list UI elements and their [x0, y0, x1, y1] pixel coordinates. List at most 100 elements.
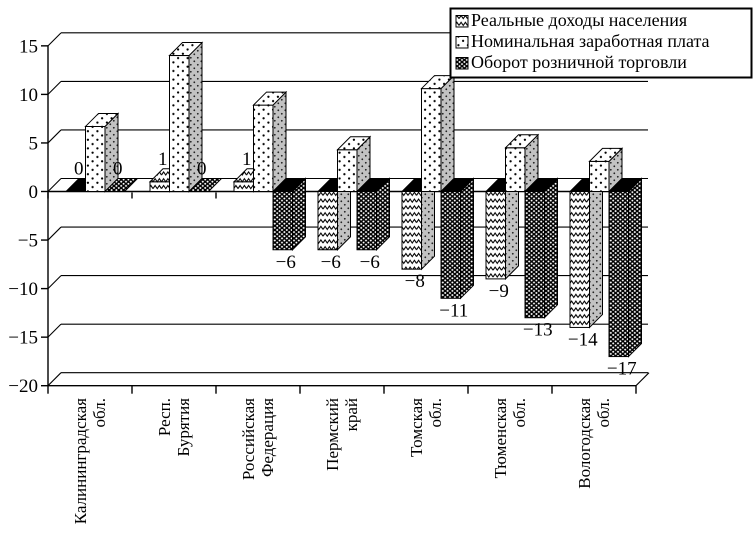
category-label-line: Калининградская — [71, 398, 90, 524]
legend-item: Номинальная заработная плата — [455, 31, 710, 51]
category-label-line: Томская — [407, 398, 426, 457]
gridline-depth-connector — [47, 226, 62, 241]
category-label: Тюменская обл. — [491, 398, 529, 479]
category-label: Респ. Бурятия — [155, 398, 193, 457]
bar-zero-cap — [523, 178, 559, 192]
bar-top — [84, 112, 120, 127]
ytick-label: 5 — [29, 133, 39, 154]
bar-zero-cap — [607, 178, 643, 192]
bar-front — [233, 181, 254, 192]
legend-swatch-wave-icon — [455, 15, 469, 28]
category-label-line: Вологодская — [575, 398, 594, 489]
bar-zero-cap — [187, 178, 223, 192]
ytick-label: 15 — [19, 36, 38, 57]
bar-front — [440, 191, 461, 299]
legend-swatch-dots-icon — [455, 36, 469, 49]
ytick-label: −20 — [8, 376, 38, 397]
gridline-depth-connector — [47, 372, 62, 387]
category-label: Российская Федерация — [239, 398, 277, 480]
bar-side — [589, 177, 603, 329]
bar-value-label: −17 — [607, 359, 637, 380]
bar-front — [272, 191, 293, 251]
category-label-line: обл. — [510, 398, 529, 427]
bar-value-label: −9 — [489, 281, 509, 302]
bar-value-label: 1 — [158, 149, 168, 170]
bar-side — [460, 177, 474, 300]
labels-layer: 0 0 1 0 1 −6 −6 −6 −8 −11 −9 −13 −14 −17 Калининградск… — [71, 149, 637, 524]
bar-top — [252, 91, 288, 106]
bar-zero-cap — [439, 178, 475, 192]
bar-value-label: −6 — [276, 252, 296, 273]
bar-side — [421, 177, 435, 271]
bar-front — [169, 55, 190, 193]
category-label: Калининградская обл. — [71, 398, 109, 524]
bar-value-label: −13 — [523, 320, 553, 341]
bar-zero-cap — [103, 178, 139, 192]
ytick-label: 10 — [19, 85, 38, 106]
bar-front — [317, 191, 338, 251]
gridline-depth-connector — [47, 275, 62, 289]
category-label: Вологодская обл. — [575, 398, 613, 489]
category-label-line: Пермский — [323, 398, 342, 471]
ytick-label: 0 — [29, 182, 39, 203]
category-label-line: Бурятия — [174, 398, 193, 457]
bars-layer — [64, 41, 643, 358]
category-label-line: обл. — [426, 398, 445, 427]
bar-front — [253, 104, 274, 192]
bar-front — [524, 191, 545, 319]
category-label-line: Респ. — [155, 398, 174, 436]
bar-value-label: 0 — [74, 159, 84, 180]
legend-box — [449, 7, 753, 79]
bar-value-label: 1 — [242, 149, 252, 170]
category-label-line: обл. — [90, 398, 109, 427]
ytick-label: −10 — [8, 279, 38, 300]
gridline-depth-connector — [47, 323, 62, 338]
bar-side — [505, 177, 519, 281]
legend-label: Реальные доходы населения — [471, 10, 687, 30]
bar-value-label: −6 — [321, 252, 341, 273]
ytick-label: −15 — [8, 328, 38, 349]
legend-item: Реальные доходы населения — [455, 10, 687, 30]
bar-front — [149, 181, 170, 192]
bar-front — [421, 88, 442, 192]
category-label-line: Российская — [239, 398, 258, 480]
bar-front — [485, 191, 506, 280]
bar-side — [272, 90, 287, 193]
legend-item: Оборот розничной торговли — [455, 52, 687, 72]
bar-top — [588, 147, 624, 162]
bar-zero-cap — [355, 178, 391, 192]
bar-front — [569, 191, 590, 328]
plot-corner-depth — [635, 372, 650, 387]
bar-zero-cap — [271, 178, 307, 192]
bar-value-label: −11 — [439, 300, 468, 321]
gridline-depth-connector — [47, 32, 62, 47]
legend-label: Номинальная заработная плата — [471, 31, 710, 51]
gridline-depth-connector — [47, 81, 62, 95]
category-label-line: обл. — [594, 398, 613, 427]
legend-label: Оборот розничной торговли — [471, 52, 687, 72]
bar-front — [401, 191, 422, 270]
category-label-line: край — [342, 398, 361, 431]
legend-swatch-dense-grid-icon — [455, 57, 469, 70]
category-label: Пермский край — [323, 398, 361, 471]
bar-value-label: 0 — [113, 159, 123, 180]
bar-front — [337, 149, 358, 192]
bar-side — [440, 74, 455, 193]
category-label: Томская обл. — [407, 398, 445, 457]
gridline-depth-connector — [47, 129, 62, 144]
bar-top — [504, 134, 540, 149]
bar-value-label: −8 — [405, 271, 425, 292]
bar-top — [168, 42, 204, 57]
bar-front — [589, 160, 610, 193]
bar-value-label: −6 — [360, 252, 380, 273]
bar-front — [505, 147, 526, 192]
legend: Реальные доходы населения Номинальная за… — [449, 7, 753, 79]
bar-front — [356, 191, 377, 251]
ytick-label: −5 — [18, 231, 38, 252]
bar-side — [628, 177, 642, 358]
bar-value-label: −14 — [568, 329, 598, 350]
gridline-depth-connector — [47, 178, 62, 192]
category-label-line: Тюменская — [491, 398, 510, 479]
